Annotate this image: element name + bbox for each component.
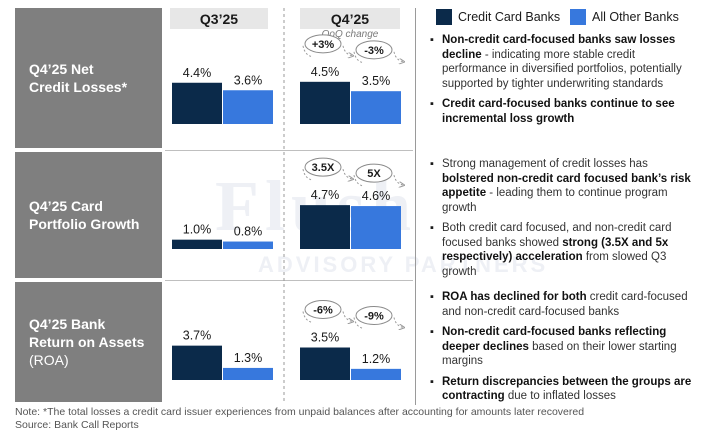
- qoq-label-chart1-credit-card: +3%: [312, 39, 335, 51]
- commentary-net-credit-losses: Non-credit card-focused banks saw losses…: [430, 33, 700, 132]
- commentary-divider: [415, 8, 416, 405]
- row3-label-line1: Q4’25 Bank: [29, 316, 106, 332]
- qoq-label-chart3-other-banks: -9%: [364, 311, 384, 323]
- qoq-arrow-left-chart1-1: [353, 51, 365, 64]
- commentary-row3-bullet2: Non-credit card-focused banks reflecting…: [430, 325, 700, 369]
- commentary-row1-bullet1: Non-credit card-focused banks saw losses…: [430, 33, 700, 91]
- bar-chart2-other-banks-q3: [223, 241, 273, 249]
- qoq-label-chart3-credit-card: -6%: [313, 305, 333, 317]
- data-label-chart2-credit-card-q3: 1.0%: [183, 223, 212, 237]
- bar-chart1-credit-card-q3: [172, 82, 222, 124]
- legend-other-banks: All Other Banks: [570, 9, 679, 25]
- row1-label-line1: Q4’25 Net: [29, 61, 94, 77]
- header-q4: Q4’25: [300, 8, 400, 29]
- qoq-bubble-chart1-other-banks: [355, 40, 393, 60]
- legend-swatch-credit-card: [436, 9, 452, 25]
- row-label-return-on-assets: Q4’25 Bank Return on Assets (ROA): [15, 282, 162, 402]
- qoq-arrow-right-chart1-0: [342, 45, 353, 56]
- data-label-chart2-other-banks-q3: 0.8%: [234, 225, 263, 239]
- bar-chart2-credit-card-q3: [172, 239, 222, 249]
- row1-label-line2: Credit Losses*: [29, 79, 128, 95]
- qoq-arrow-left-chart1-0: [302, 45, 314, 58]
- commentary-row3-bullet1: ROA has declined for both credit card-fo…: [430, 290, 700, 319]
- bar-chart2-credit-card-q4: [300, 205, 350, 249]
- row3-label-line3: (ROA): [29, 352, 69, 368]
- row-label-card-portfolio-growth: Q4’25 Card Portfolio Growth: [15, 152, 162, 278]
- commentary-row1-bullet2: Credit card-focused banks continue to se…: [430, 97, 700, 126]
- bar-chart3-credit-card-q4: [300, 347, 350, 380]
- commentary-row3-bullet3: Return discrepancies between the groups …: [430, 375, 700, 404]
- footnote-source: Source: Bank Call Reports: [15, 419, 139, 431]
- data-label-chart3-other-banks-q3: 1.3%: [234, 351, 263, 365]
- commentary-row2-bullet2: Both credit card focused, and non-credit…: [430, 221, 700, 279]
- data-label-chart3-credit-card-q3: 3.7%: [183, 329, 212, 343]
- bar-chart1-other-banks-q3: [223, 90, 273, 124]
- legend-label-other-banks: All Other Banks: [592, 10, 679, 24]
- qoq-bubble-chart3-other-banks: [355, 306, 393, 325]
- row3-label-line2: Return on Assets: [29, 334, 145, 350]
- bar-chart3-other-banks-q4: [351, 368, 401, 380]
- legend-credit-card: Credit Card Banks: [436, 9, 560, 25]
- data-label-chart1-credit-card-q4: 4.5%: [311, 65, 340, 79]
- qoq-arrow-left-chart3-0: [302, 311, 314, 323]
- bar-chart2-other-banks-q4: [351, 206, 401, 249]
- commentary-portfolio-growth: Strong management of credit losses has b…: [430, 157, 700, 285]
- qoq-label-chart2-other-banks: 5X: [367, 168, 381, 180]
- data-label-chart1-credit-card-q3: 4.4%: [183, 66, 212, 80]
- qoq-caption: QoQ change: [321, 29, 379, 40]
- qoq-arrow-right-chart2-1: [393, 175, 404, 185]
- row2-label-line2: Portfolio Growth: [29, 216, 140, 232]
- data-label-chart1-other-banks-q3: 3.6%: [234, 73, 263, 87]
- qoq-arrow-right-chart2-0: [342, 169, 353, 179]
- bar-chart3-credit-card-q3: [172, 345, 222, 380]
- qoq-bubble-chart1-credit-card: [304, 34, 342, 54]
- legend-swatch-other-banks: [570, 9, 586, 25]
- legend-label-credit-card: Credit Card Banks: [458, 10, 561, 24]
- qoq-arrow-right-chart3-1: [393, 317, 404, 328]
- qoq-arrow-left-chart2-1: [353, 175, 365, 187]
- qoq-label-chart1-other-banks: -3%: [364, 45, 384, 57]
- data-label-chart3-credit-card-q4: 3.5%: [311, 331, 340, 345]
- qoq-label-chart2-credit-card: 3.5X: [312, 162, 335, 174]
- row-separator-2: [165, 280, 413, 281]
- qoq-bubble-chart3-credit-card: [304, 300, 342, 319]
- data-label-chart1-other-banks-q4: 3.5%: [362, 74, 391, 88]
- qoq-arrow-right-chart1-1: [393, 51, 404, 62]
- commentary-return-on-assets: ROA has declined for both credit card-fo…: [430, 290, 700, 410]
- row-separator-1: [165, 150, 413, 151]
- data-label-chart3-other-banks-q4: 1.2%: [362, 352, 391, 366]
- row2-label-line1: Q4’25 Card: [29, 198, 103, 214]
- data-label-chart2-other-banks-q4: 4.6%: [362, 189, 391, 203]
- qoq-bubble-chart2-other-banks: [355, 163, 393, 183]
- qoq-arrow-right-chart3-0: [342, 311, 353, 322]
- data-label-chart2-credit-card-q4: 4.7%: [311, 188, 340, 202]
- row-label-net-credit-losses: Q4’25 Net Credit Losses*: [15, 8, 162, 148]
- qoq-arrow-left-chart2-0: [302, 169, 314, 181]
- bar-chart1-other-banks-q4: [351, 91, 401, 124]
- qoq-bubble-chart2-credit-card: [304, 157, 342, 177]
- qoq-arrow-left-chart3-1: [353, 317, 365, 329]
- commentary-row2-bullet1: Strong management of credit losses has b…: [430, 157, 700, 215]
- bar-chart1-credit-card-q4: [300, 81, 350, 124]
- bar-chart3-other-banks-q3: [223, 367, 273, 380]
- footnote-note: Note: *The total losses a credit card is…: [15, 406, 585, 418]
- header-q3: Q3’25: [170, 8, 268, 29]
